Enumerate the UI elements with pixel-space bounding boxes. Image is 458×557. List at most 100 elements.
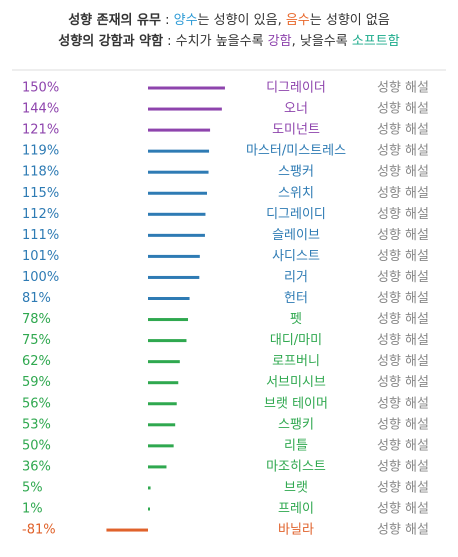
value-label: 50% xyxy=(22,438,51,453)
note-part: : xyxy=(161,13,174,28)
value-label: 81% xyxy=(22,291,51,306)
note: 성향의 강함과 약함 : 수치가 높을수록 강함, 낮을수록 소프트함 xyxy=(58,33,399,49)
bar xyxy=(148,128,211,132)
category-label: 디그레이디 xyxy=(266,207,326,222)
bar xyxy=(148,318,189,322)
bar xyxy=(106,528,148,532)
note-part: 소프트함 xyxy=(352,34,400,49)
link[interactable]: 성향 해설 xyxy=(377,354,429,369)
value-label: 118% xyxy=(22,165,59,180)
category-label: 마조히스트 xyxy=(266,459,326,474)
link[interactable]: 성향 해설 xyxy=(377,228,429,243)
bar xyxy=(148,275,200,279)
value-label: 62% xyxy=(22,354,51,369)
category-label: 리틀 xyxy=(284,438,308,453)
link[interactable]: 성향 해설 xyxy=(377,480,429,495)
category-label: 스위치 xyxy=(278,186,314,201)
note-part: , 낮을수록 xyxy=(292,34,352,49)
value-label: 78% xyxy=(22,312,51,327)
link[interactable]: 성향 해설 xyxy=(377,270,429,285)
link[interactable]: 성향 해설 xyxy=(377,102,429,117)
bar xyxy=(148,254,200,258)
category-label: 브랫 테이머 xyxy=(264,396,328,411)
link[interactable]: 성향 해설 xyxy=(377,165,429,180)
link[interactable]: 성향 해설 xyxy=(377,502,429,517)
note-part: 는 성향이 없음 xyxy=(310,13,390,28)
bar xyxy=(148,402,177,406)
bar xyxy=(148,233,205,237)
category-label: 오너 xyxy=(284,102,308,117)
link[interactable]: 성향 해설 xyxy=(377,417,429,432)
link[interactable]: 성향 해설 xyxy=(377,207,429,222)
value-label: 59% xyxy=(22,375,51,390)
category-label: 헌터 xyxy=(284,291,308,306)
link[interactable]: 성향 해설 xyxy=(377,186,429,201)
category-label: 슬레이브 xyxy=(272,228,320,243)
bar xyxy=(148,381,179,385)
value-label: 5% xyxy=(22,480,43,495)
value-label: 1% xyxy=(22,502,43,517)
bar xyxy=(148,444,174,448)
link[interactable]: 성향 해설 xyxy=(377,249,429,264)
link[interactable]: 성향 해설 xyxy=(377,144,429,159)
value-label: 150% xyxy=(22,81,59,96)
value-label: 111% xyxy=(22,228,59,243)
value-label: -81% xyxy=(22,523,56,538)
value-label: 53% xyxy=(22,417,51,432)
bar xyxy=(148,465,167,469)
note-part: 는 성향이 있음, xyxy=(198,13,286,28)
bar xyxy=(148,360,180,364)
category-label: 서브미시브 xyxy=(266,375,326,390)
category-label: 바닐라 xyxy=(278,523,314,538)
value-label: 100% xyxy=(22,270,59,285)
value-label: 56% xyxy=(22,396,51,411)
category-label: 로프버니 xyxy=(272,354,320,369)
link[interactable]: 성향 해설 xyxy=(377,123,429,138)
bar xyxy=(148,297,190,300)
link[interactable]: 성향 해설 xyxy=(377,523,429,538)
value-label: 36% xyxy=(22,459,51,474)
bar xyxy=(148,86,225,90)
category-label: 브랫 xyxy=(284,480,308,495)
value-label: 119% xyxy=(22,144,59,159)
note: 성향 존재의 유무 : 양수는 성향이 있음, 음수는 성향이 없음 xyxy=(68,12,390,28)
category-label: 펫 xyxy=(290,312,302,327)
link[interactable]: 성향 해설 xyxy=(377,375,429,390)
category-label: 대디/마미 xyxy=(270,333,322,348)
bar xyxy=(148,486,151,490)
bar xyxy=(148,507,150,511)
value-label: 101% xyxy=(22,249,59,264)
category-label: 스팽커 xyxy=(278,165,314,180)
value-label: 121% xyxy=(22,123,59,138)
category-label: 도미넌트 xyxy=(272,123,320,138)
link[interactable]: 성향 해설 xyxy=(377,312,429,327)
note-part: 강함 xyxy=(268,34,292,49)
link[interactable]: 성향 해설 xyxy=(377,333,429,348)
note-part: 성향 존재의 유무 xyxy=(68,12,161,28)
value-label: 75% xyxy=(22,333,51,348)
category-label: 사디스트 xyxy=(272,249,320,264)
category-label: 마스터/미스트레스 xyxy=(246,144,346,159)
value-label: 115% xyxy=(22,186,59,201)
value-label: 112% xyxy=(22,207,59,222)
note-part: 음수 xyxy=(286,13,310,28)
note-part: 양수 xyxy=(174,13,198,28)
note-part: 성향의 강함과 약함 xyxy=(58,33,163,49)
bar xyxy=(148,149,210,153)
link[interactable]: 성향 해설 xyxy=(377,459,429,474)
link[interactable]: 성향 해설 xyxy=(377,396,429,411)
link[interactable]: 성향 해설 xyxy=(377,438,429,453)
category-label: 리거 xyxy=(284,270,308,285)
link[interactable]: 성향 해설 xyxy=(377,291,429,306)
bar xyxy=(148,170,209,174)
link[interactable]: 성향 해설 xyxy=(377,81,429,96)
value-label: 144% xyxy=(22,102,59,117)
bar xyxy=(148,191,207,195)
note-part: : 수치가 높을수록 xyxy=(163,34,268,49)
bar xyxy=(148,212,206,216)
category-label: 디그레이더 xyxy=(266,81,326,96)
category-label: 프레이 xyxy=(278,502,314,517)
bar xyxy=(148,107,222,111)
